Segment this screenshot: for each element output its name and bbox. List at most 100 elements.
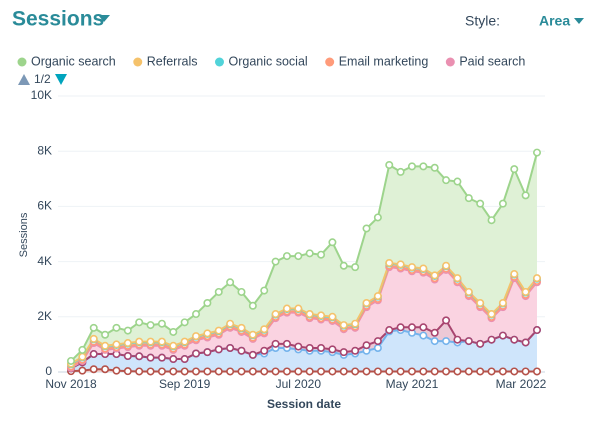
point-marker[interactable] xyxy=(510,165,519,174)
point-marker[interactable] xyxy=(430,367,439,376)
point-marker[interactable] xyxy=(532,274,541,283)
point-marker[interactable] xyxy=(180,337,189,346)
point-marker[interactable] xyxy=(305,343,314,352)
point-marker[interactable] xyxy=(351,263,360,272)
point-marker[interactable] xyxy=(237,323,246,332)
point-marker[interactable] xyxy=(442,316,451,325)
point-marker[interactable] xyxy=(203,329,212,338)
point-marker[interactable] xyxy=(248,367,257,376)
point-marker[interactable] xyxy=(328,312,337,321)
point-marker[interactable] xyxy=(294,342,303,351)
style-caret[interactable] xyxy=(574,18,584,24)
point-marker[interactable] xyxy=(532,326,541,335)
point-marker[interactable] xyxy=(317,250,326,259)
point-marker[interactable] xyxy=(203,298,212,307)
point-marker[interactable] xyxy=(373,367,382,376)
point-marker[interactable] xyxy=(419,331,428,340)
point-marker[interactable] xyxy=(407,367,416,376)
style-value[interactable]: Area xyxy=(539,13,570,29)
point-marker[interactable] xyxy=(112,366,121,375)
point-marker[interactable] xyxy=(453,367,462,376)
point-marker[interactable] xyxy=(89,323,98,332)
point-marker[interactable] xyxy=(282,252,291,261)
point-marker[interactable] xyxy=(487,367,496,376)
point-marker[interactable] xyxy=(226,278,235,287)
point-marker[interactable] xyxy=(146,367,155,376)
point-marker[interactable] xyxy=(328,345,337,354)
point-marker[interactable] xyxy=(112,323,121,332)
point-marker[interactable] xyxy=(157,353,166,362)
point-marker[interactable] xyxy=(282,367,291,376)
point-marker[interactable] xyxy=(226,367,235,376)
point-marker[interactable] xyxy=(192,310,201,319)
point-marker[interactable] xyxy=(396,260,405,269)
point-marker[interactable] xyxy=(248,350,257,359)
point-marker[interactable] xyxy=(260,346,269,355)
point-marker[interactable] xyxy=(294,304,303,313)
point-marker[interactable] xyxy=(419,162,428,171)
point-marker[interactable] xyxy=(67,356,76,365)
point-marker[interactable] xyxy=(521,338,530,347)
point-marker[interactable] xyxy=(282,339,291,348)
point-marker[interactable] xyxy=(328,367,337,376)
point-marker[interactable] xyxy=(248,330,257,339)
point-marker[interactable] xyxy=(317,343,326,352)
point-marker[interactable] xyxy=(521,367,530,376)
point-marker[interactable] xyxy=(373,213,382,222)
point-marker[interactable] xyxy=(305,367,314,376)
point-marker[interactable] xyxy=(385,326,394,335)
point-marker[interactable] xyxy=(146,353,155,362)
title-caret[interactable] xyxy=(98,15,110,22)
point-marker[interactable] xyxy=(521,191,530,200)
point-marker[interactable] xyxy=(260,325,269,334)
point-marker[interactable] xyxy=(260,286,269,295)
point-marker[interactable] xyxy=(248,301,257,310)
point-marker[interactable] xyxy=(169,355,178,364)
point-marker[interactable] xyxy=(476,339,485,348)
point-marker[interactable] xyxy=(89,334,98,343)
point-marker[interactable] xyxy=(430,337,439,346)
point-marker[interactable] xyxy=(305,310,314,319)
point-marker[interactable] xyxy=(339,321,348,330)
point-marker[interactable] xyxy=(487,310,496,319)
point-marker[interactable] xyxy=(123,367,132,376)
point-marker[interactable] xyxy=(157,367,166,376)
point-marker[interactable] xyxy=(226,319,235,328)
point-marker[interactable] xyxy=(407,263,416,272)
point-marker[interactable] xyxy=(305,249,314,258)
point-marker[interactable] xyxy=(487,216,496,225)
point-marker[interactable] xyxy=(362,367,371,376)
point-marker[interactable] xyxy=(385,367,394,376)
point-marker[interactable] xyxy=(419,264,428,273)
point-marker[interactable] xyxy=(498,367,507,376)
point-marker[interactable] xyxy=(498,199,507,208)
point-marker[interactable] xyxy=(169,367,178,376)
point-marker[interactable] xyxy=(78,352,87,361)
point-marker[interactable] xyxy=(282,304,291,313)
point-marker[interactable] xyxy=(317,311,326,320)
point-marker[interactable] xyxy=(407,162,416,171)
point-marker[interactable] xyxy=(89,350,98,359)
point-marker[interactable] xyxy=(385,161,394,170)
point-marker[interactable] xyxy=(123,339,132,348)
point-marker[interactable] xyxy=(101,341,110,350)
point-marker[interactable] xyxy=(498,298,507,307)
point-marker[interactable] xyxy=(294,252,303,261)
point-marker[interactable] xyxy=(271,339,280,348)
point-marker[interactable] xyxy=(180,318,189,327)
point-marker[interactable] xyxy=(294,367,303,376)
point-marker[interactable] xyxy=(464,337,473,346)
point-marker[interactable] xyxy=(339,261,348,270)
point-marker[interactable] xyxy=(192,349,201,358)
point-marker[interactable] xyxy=(476,199,485,208)
point-marker[interactable] xyxy=(510,270,519,279)
point-marker[interactable] xyxy=(226,343,235,352)
point-marker[interactable] xyxy=(157,319,166,328)
point-marker[interactable] xyxy=(498,331,507,340)
point-marker[interactable] xyxy=(328,238,337,247)
point-marker[interactable] xyxy=(192,332,201,341)
point-marker[interactable] xyxy=(453,335,462,344)
point-marker[interactable] xyxy=(442,261,451,270)
point-marker[interactable] xyxy=(442,337,451,346)
point-marker[interactable] xyxy=(146,321,155,330)
